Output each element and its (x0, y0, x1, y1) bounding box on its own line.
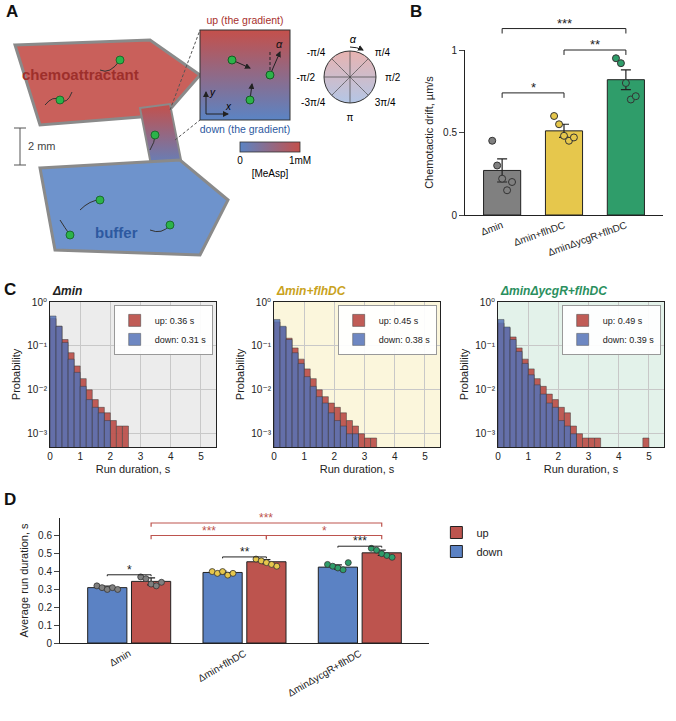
svg-text:Average run duration, s: Average run duration, s (18, 523, 30, 638)
svg-text:0: 0 (47, 451, 53, 462)
svg-text:Δmin: Δmin (479, 219, 504, 237)
svg-text:3: 3 (362, 451, 368, 462)
svg-text:1: 1 (301, 451, 307, 462)
svg-text:up: up (476, 527, 488, 539)
svg-text:0.6: 0.6 (38, 530, 52, 541)
svg-text:2 mm: 2 mm (28, 140, 56, 152)
svg-text:up (the gradient): up (the gradient) (206, 14, 283, 26)
svg-text:down: down (476, 546, 502, 558)
svg-text:0: 0 (495, 451, 501, 462)
svg-text:0: 0 (237, 155, 243, 166)
html-text:D: D (4, 490, 17, 509)
svg-text:1: 1 (525, 451, 531, 462)
svg-text:1mM: 1mM (289, 155, 311, 166)
svg-text:2: 2 (556, 451, 562, 462)
svg-text:-π/2: -π/2 (296, 72, 315, 83)
svg-text:5: 5 (198, 451, 204, 462)
svg-text:Probability: Probability (234, 348, 246, 400)
svg-text:10⁻²: 10⁻² (27, 384, 47, 395)
svg-text:0.2: 0.2 (38, 602, 52, 613)
svg-text:chemoattractant: chemoattractant (22, 66, 139, 83)
svg-text:10⁻³: 10⁻³ (475, 428, 495, 439)
svg-text:10⁻³: 10⁻³ (27, 428, 47, 439)
svg-text:Probability: Probability (10, 348, 22, 400)
svg-text:5: 5 (422, 451, 428, 462)
svg-text:***: *** (259, 511, 273, 525)
svg-text:up: 0.45 s: up: 0.45 s (379, 316, 419, 326)
svg-text:α: α (276, 38, 283, 50)
svg-text:10⁻¹: 10⁻¹ (251, 340, 271, 351)
svg-text:2: 2 (108, 451, 114, 462)
svg-text:π/2: π/2 (385, 72, 401, 83)
svg-text:-3π/4: -3π/4 (301, 97, 326, 108)
svg-text:ΔminΔycgR+flhDC: ΔminΔycgR+flhDC (286, 648, 363, 699)
svg-text:0: 0 (451, 210, 457, 221)
svg-text:10⁻¹: 10⁻¹ (27, 340, 47, 351)
svg-text:10⁻³: 10⁻³ (251, 428, 271, 439)
svg-text:*: * (531, 80, 536, 95)
svg-text:down: 0.31 s: down: 0.31 s (155, 335, 207, 345)
svg-text:*: * (127, 563, 132, 577)
svg-text:10⁻²: 10⁻² (251, 384, 271, 395)
svg-text:ΔminΔycgR+flhDC: ΔminΔycgR+flhDC (500, 284, 607, 298)
html-text:C: C (4, 280, 17, 299)
svg-text:3: 3 (138, 451, 144, 462)
svg-text:4: 4 (168, 451, 174, 462)
svg-text:Δmin: Δmin (107, 648, 132, 669)
svg-text:Run duration, s: Run duration, s (320, 463, 395, 475)
svg-text:up: 0.49 s: up: 0.49 s (603, 316, 643, 326)
svg-text:Δmin: Δmin (52, 284, 82, 298)
svg-text:4: 4 (616, 451, 622, 462)
svg-text:10⁻²: 10⁻² (475, 384, 495, 395)
svg-text:**: ** (590, 37, 600, 52)
svg-text:3: 3 (586, 451, 592, 462)
svg-text:Probability: Probability (458, 348, 470, 400)
svg-text:1: 1 (77, 451, 83, 462)
html-text:A: A (6, 2, 19, 21)
svg-text:x: x (225, 101, 232, 112)
svg-text:0.5: 0.5 (443, 127, 457, 138)
svg-text:***: *** (202, 524, 216, 538)
svg-text:π: π (347, 112, 354, 123)
svg-text:down: 0.39 s: down: 0.39 s (603, 335, 655, 345)
svg-text:10⁰: 10⁰ (256, 297, 271, 308)
svg-text:Run duration, s: Run duration, s (544, 463, 619, 475)
html-text:B: B (410, 2, 423, 21)
svg-text:buffer: buffer (95, 224, 138, 241)
svg-text:y: y (209, 87, 216, 98)
svg-text:[MeAsp]: [MeAsp] (252, 168, 289, 179)
svg-text:0: 0 (46, 638, 52, 649)
svg-text:down: 0.38 s: down: 0.38 s (379, 335, 431, 345)
svg-text:down (the gradient): down (the gradient) (200, 123, 290, 135)
svg-text:1: 1 (451, 45, 457, 56)
svg-text:0: 0 (271, 451, 277, 462)
svg-text:up: 0.36 s: up: 0.36 s (155, 316, 195, 326)
svg-text:Δmin+flhDC: Δmin+flhDC (196, 648, 248, 684)
svg-text:π/4: π/4 (375, 47, 391, 58)
svg-text:Run duration, s: Run duration, s (96, 463, 171, 475)
svg-text:***: *** (353, 534, 367, 548)
svg-text:2: 2 (332, 451, 338, 462)
svg-text:-π/4: -π/4 (307, 47, 326, 58)
svg-text:α: α (350, 33, 357, 45)
svg-text:10⁰: 10⁰ (480, 297, 495, 308)
svg-text:0.5: 0.5 (38, 548, 52, 559)
svg-text:**: ** (240, 545, 250, 559)
svg-text:***: *** (557, 16, 572, 31)
svg-text:10⁰: 10⁰ (32, 297, 47, 308)
svg-text:0.1: 0.1 (38, 620, 52, 631)
svg-text:Chemotactic drift, µm/s: Chemotactic drift, µm/s (423, 76, 435, 189)
svg-text:3π/4: 3π/4 (375, 97, 396, 108)
svg-text:0.3: 0.3 (38, 584, 52, 595)
svg-text:0.4: 0.4 (38, 566, 52, 577)
svg-text:5: 5 (646, 451, 652, 462)
svg-text:10⁻¹: 10⁻¹ (475, 340, 495, 351)
svg-text:ΔminΔycgR+flhDC: ΔminΔycgR+flhDC (546, 219, 628, 258)
svg-text:4: 4 (392, 451, 398, 462)
svg-text:Δmin+flhDC: Δmin+flhDC (276, 284, 346, 298)
svg-text:*: * (322, 524, 327, 538)
svg-text:Δmin+flhDC: Δmin+flhDC (512, 219, 566, 248)
